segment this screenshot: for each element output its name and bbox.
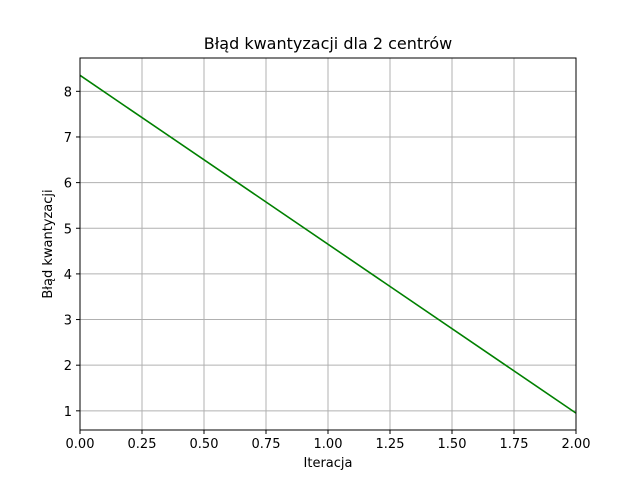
y-tick-label: 2 [64,359,72,374]
y-tick-label: 3 [64,314,72,329]
y-tick-label: 5 [64,222,72,237]
chart-title: Błąd kwantyzacji dla 2 centrów [204,34,453,53]
grid [79,58,577,430]
x-tick-label: 1.75 [500,437,529,452]
y-tick-label: 4 [64,268,72,283]
x-tick-label: 0.75 [252,437,281,452]
x-axis-ticks: 0.00 0.25 0.50 0.75 1.00 1.25 1.50 1.75 2.00 [66,430,591,452]
x-tick-label: 1.00 [314,437,343,452]
x-tick-label: 2.00 [562,437,591,452]
x-tick-label: 0.50 [190,437,219,452]
x-tick-label: 1.25 [376,437,405,452]
x-tick-label: 0.25 [128,437,157,452]
x-tick-label: 0.00 [66,437,95,452]
x-axis-label: Iteracja [304,456,353,471]
y-axis-ticks: 1 2 3 4 5 6 7 8 [64,85,80,420]
series-layer [79,74,577,414]
y-tick-label: 6 [64,177,72,192]
y-tick-label: 1 [64,405,72,420]
series-line [79,74,577,414]
y-tick-label: 8 [64,85,72,100]
y-axis-label: Błąd kwantyzacji [41,189,56,298]
y-tick-label: 7 [64,131,72,146]
x-tick-label: 1.50 [438,437,467,452]
